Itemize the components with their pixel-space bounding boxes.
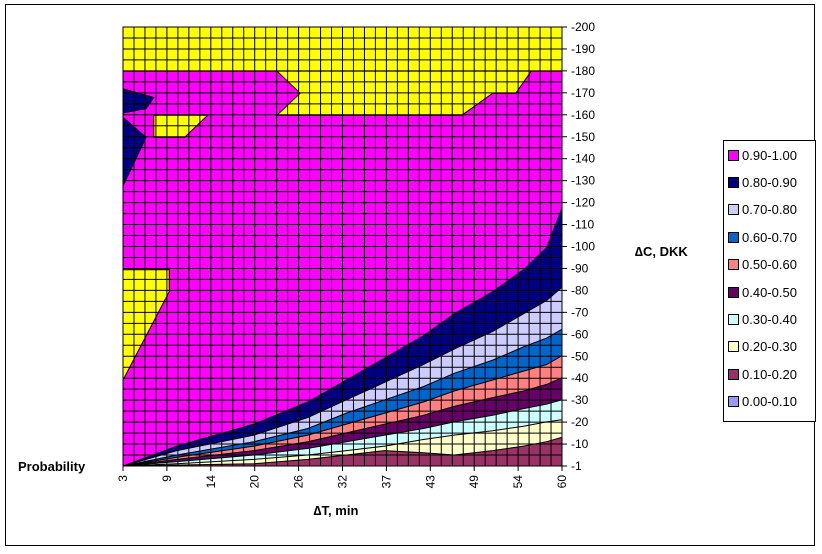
legend-item: 0.80-0.90 [728, 173, 797, 191]
y-tick-label: -90 [571, 261, 589, 275]
legend: 0.90-1.00 0.80-0.90 0.70-0.80 0.60-0.70 0.50… [723, 140, 816, 422]
legend-label: 0.40-0.50 [742, 284, 797, 300]
legend-swatch [728, 149, 739, 161]
legend-item: 0.30-0.40 [728, 310, 797, 328]
legend-swatch [728, 176, 739, 188]
y-tick-label: -120 [571, 196, 595, 210]
x-axis-title: ∆T, min [314, 503, 359, 518]
x-tick-label: 60 [555, 475, 569, 489]
legend-item: 0.10-0.20 [728, 365, 797, 383]
legend-label: 0.60-0.70 [742, 229, 797, 245]
x-tick-label: 32 [336, 475, 350, 489]
legend-label: 0.80-0.90 [742, 174, 797, 190]
legend-item: 0.00-0.10 [728, 393, 797, 411]
legend-item: 0.50-0.60 [728, 256, 797, 274]
legend-label: 0.00-0.10 [742, 394, 797, 410]
y-tick-label: -170 [571, 86, 595, 100]
legend-label: 0.30-0.40 [742, 311, 797, 327]
x-tick-label: 9 [160, 475, 174, 482]
x-tick-label: 3 [116, 475, 130, 482]
y-tick-label: -190 [571, 42, 595, 56]
legend-swatch [728, 368, 739, 380]
y-tick-label: -50 [571, 349, 589, 363]
x-tick-label: 14 [204, 475, 218, 489]
y-tick-label: -80 [571, 283, 589, 297]
legend-label: 0.50-0.60 [742, 257, 797, 273]
y-tick-label: -140 [571, 152, 595, 166]
x-tick-label: 26 [292, 475, 306, 489]
y-tick-label: -30 [571, 393, 589, 407]
y-tick-label: -200 [571, 20, 595, 34]
y-tick-label: -150 [571, 130, 595, 144]
legend-swatch [728, 259, 739, 271]
legend-item: 0.20-0.30 [728, 338, 797, 356]
y-tick-label: -160 [571, 108, 595, 122]
legend-item: 0.90-1.00 [728, 146, 797, 164]
legend-label: 0.20-0.30 [742, 339, 797, 355]
legend-swatch [728, 231, 739, 243]
legend-item: 0.60-0.70 [728, 228, 797, 246]
z-axis-title: Probability [18, 459, 86, 474]
legend-item: 0.70-0.80 [728, 201, 797, 219]
x-tick-label: 43 [423, 475, 437, 489]
legend-swatch [728, 286, 739, 298]
y-axis-title: ∆C, DKK [635, 244, 688, 259]
y-tick-label: -70 [571, 305, 589, 319]
y-tick-label: -130 [571, 174, 595, 188]
y-tick-label: -100 [571, 240, 595, 254]
legend-swatch [728, 313, 739, 325]
y-tick-label: -180 [571, 64, 595, 78]
legend-label: 0.10-0.20 [742, 366, 797, 382]
y-tick-label: -20 [571, 415, 589, 429]
y-tick-label: -60 [571, 327, 589, 341]
y-tick-label: -110 [571, 218, 594, 232]
x-tick-label: 54 [511, 475, 525, 489]
legend-label: 0.70-0.80 [742, 202, 797, 218]
y-tick-label: -1 [571, 459, 582, 473]
x-tick-label: 20 [248, 475, 262, 489]
x-tick-label: 49 [467, 475, 481, 489]
y-tick-label: -10 [571, 437, 589, 451]
y-tick-label: -40 [571, 371, 589, 385]
legend-item: 0.40-0.50 [728, 283, 797, 301]
legend-label: 0.90-1.00 [742, 147, 797, 163]
legend-swatch [728, 204, 739, 216]
legend-swatch [728, 341, 739, 353]
x-tick-label: 37 [379, 475, 393, 489]
legend-swatch [728, 396, 739, 408]
